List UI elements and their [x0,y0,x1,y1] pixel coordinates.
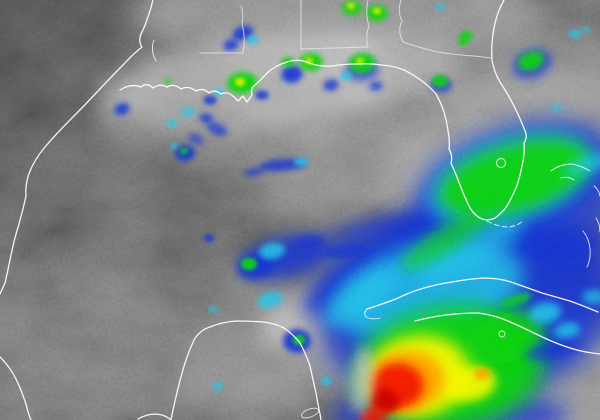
cuba-north-coastline [366,277,599,313]
georgia-florida-border [402,41,493,59]
yucatan-lagoon-outline [300,407,320,419]
gulf-coast-and-florida-coastline [119,0,527,221]
louisiana-mississippi-border [199,5,245,54]
mexico-campeche-coastline [0,356,32,420]
florida-keys-outline [486,219,525,228]
alabama-georgia-border [366,0,370,48]
isla-outline [498,330,506,338]
cuba-west-tip [364,308,381,320]
campeche-bay-coastline [137,413,172,420]
florida-alabama-border [300,46,369,50]
chattahoochee-border [398,0,404,43]
mississippi-river-line [151,39,157,62]
yucatan-coastline [170,320,322,420]
lake-okeechobee-outline [496,158,506,168]
cuba-south-coastline [414,312,600,355]
texas-mexico-coastline [0,0,154,295]
state-borders-layer [199,0,493,59]
